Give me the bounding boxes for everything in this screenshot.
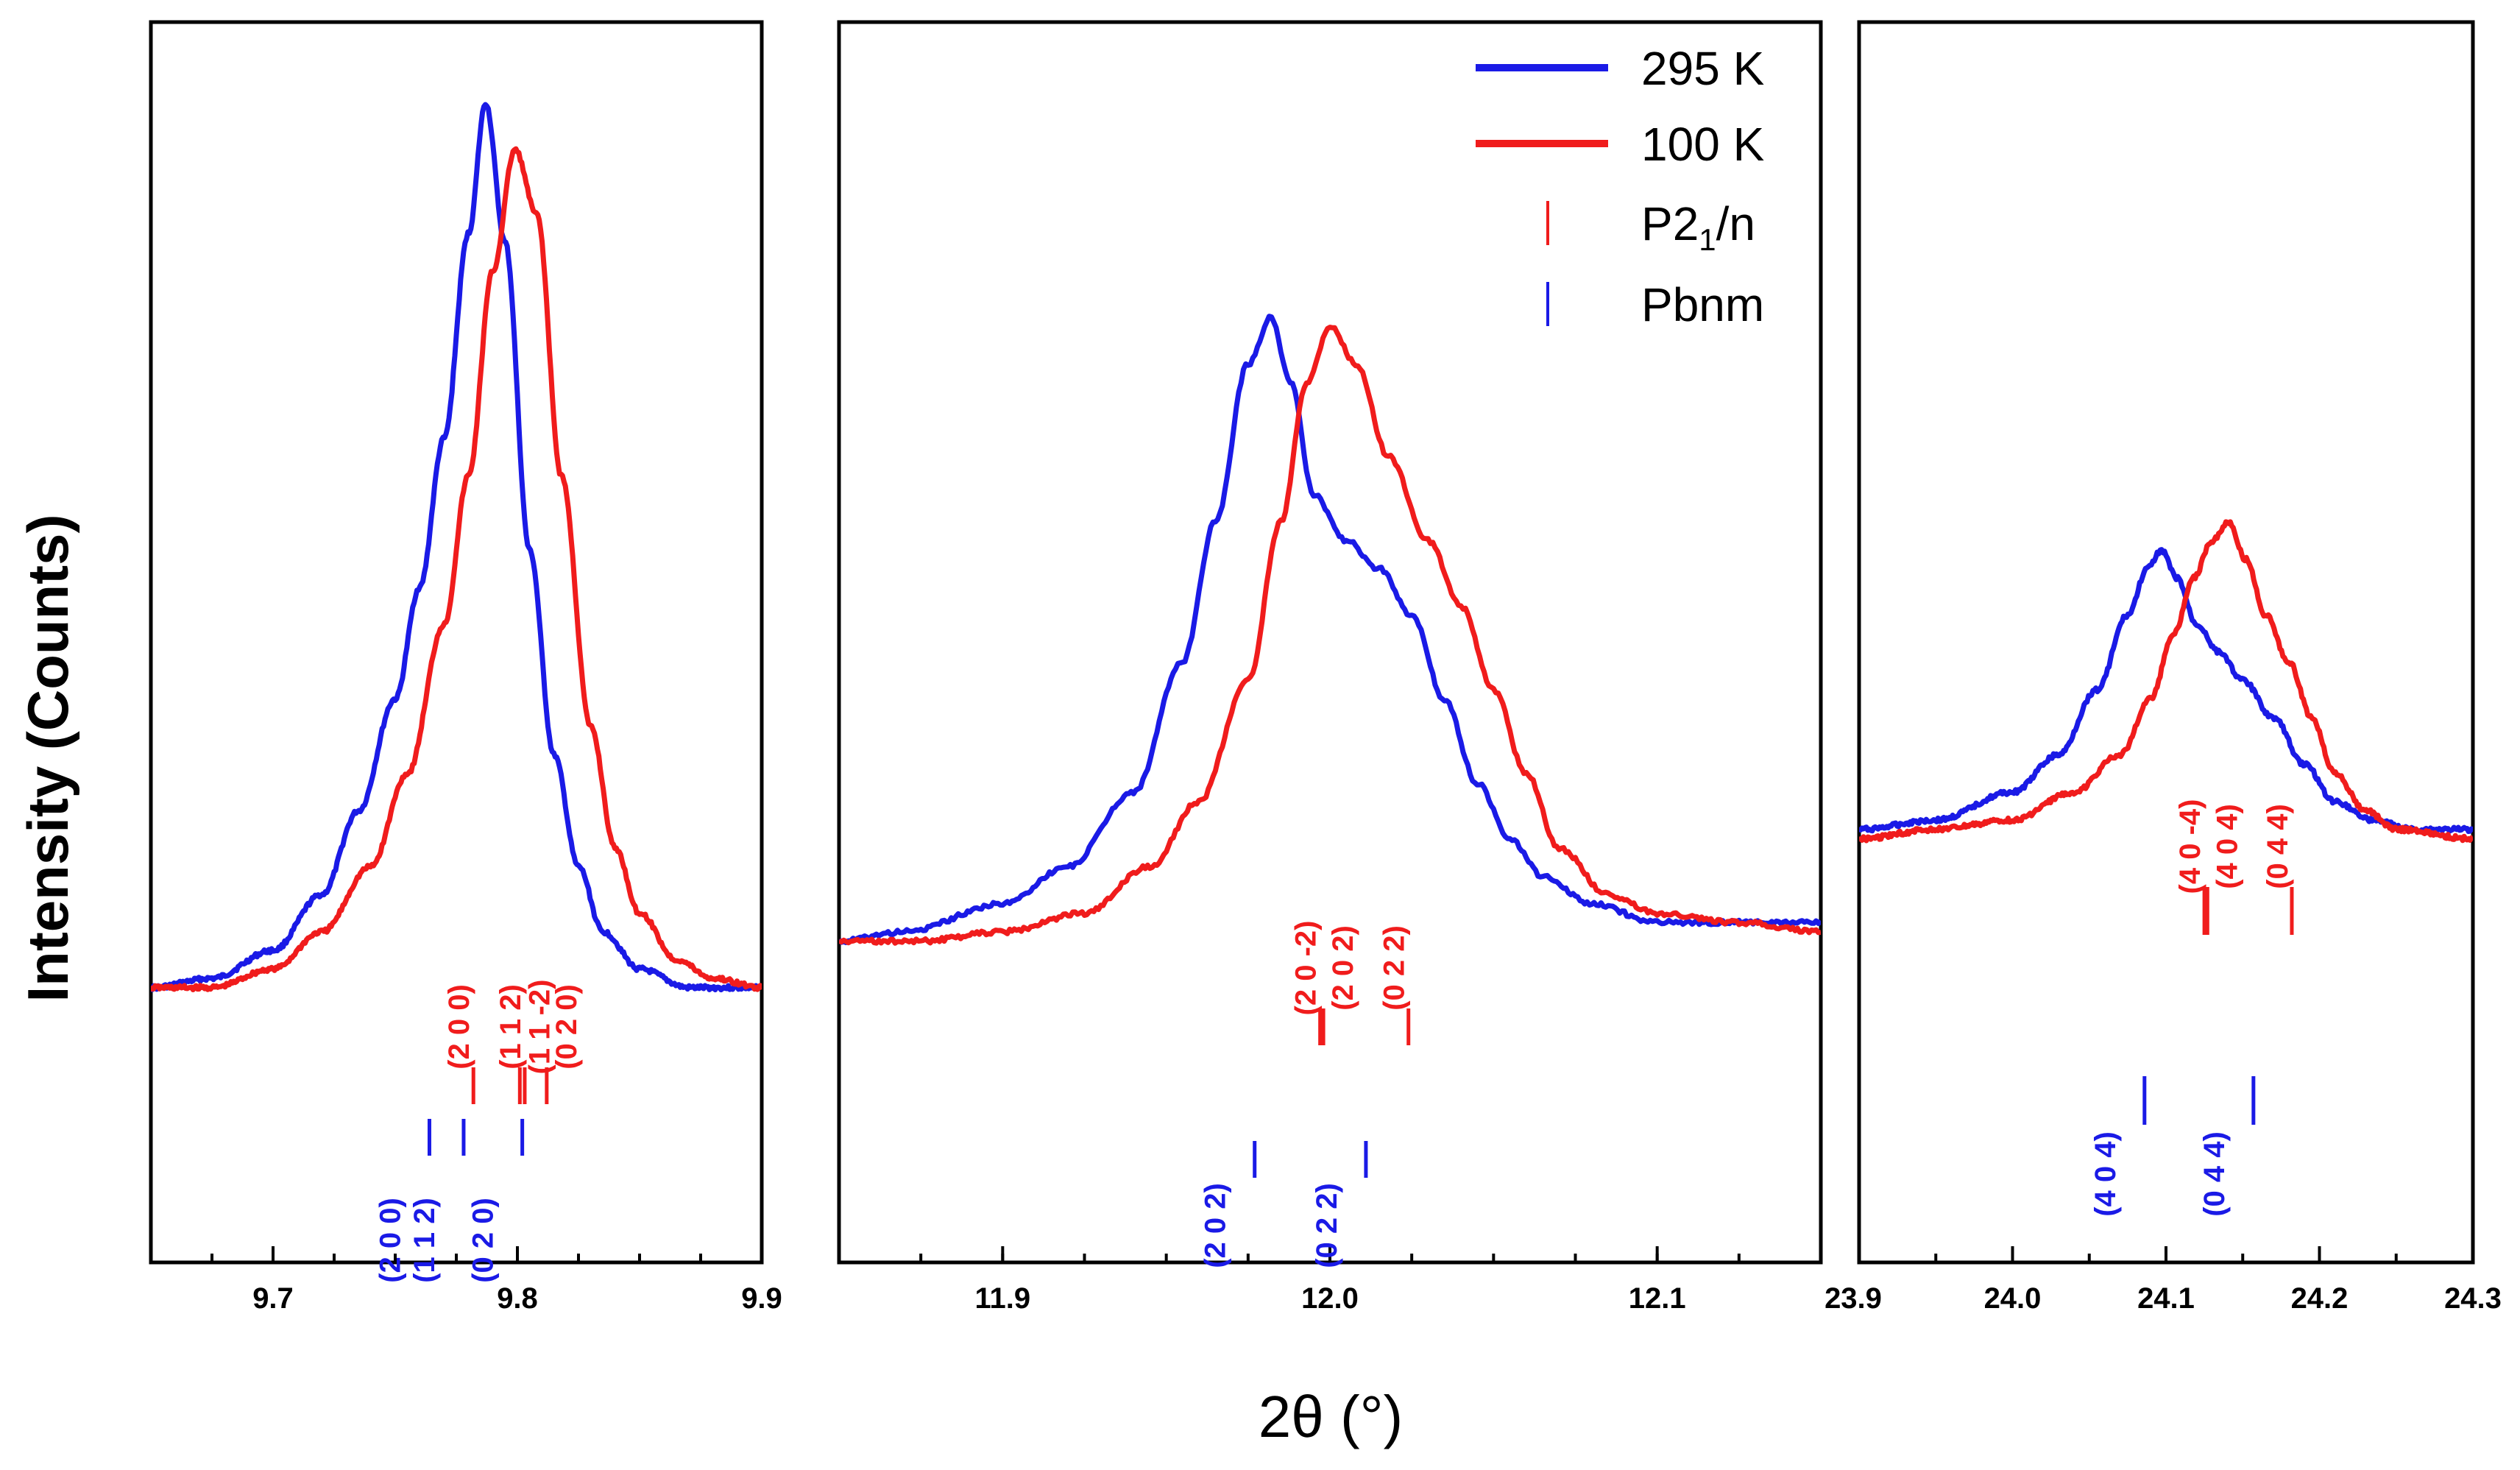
pbnm-reflection-label: (0 2 0) — [467, 1198, 500, 1283]
series-line-295-k — [1859, 547, 2473, 834]
p21n-reflection-label: (1 1 -2) — [523, 980, 556, 1075]
series-line-295-k — [839, 314, 1821, 945]
legend-label-suffix: /n — [1716, 197, 1755, 250]
x-tick-label: 24.0 — [1984, 1282, 2042, 1315]
legend-entry: 295 K — [1476, 42, 1764, 95]
series-line-295-k — [151, 102, 762, 993]
legend-label-main: P2 — [1641, 197, 1699, 250]
legend-label: 295 K — [1641, 42, 1764, 95]
p21n-reflection-label: (2 0 -2) — [1290, 921, 1323, 1016]
panel-frame — [149, 20, 764, 1265]
x-axis-label: 2θ (°) — [1259, 1384, 1403, 1449]
x-tick-label: 12.1 — [1629, 1282, 1686, 1315]
x-tick-label: 12.0 — [1301, 1282, 1359, 1315]
panel-2: 11.9 12.0 12.1(2 0 -2) (2 0 2) (0 2 2)(2 0 2… — [837, 20, 1823, 1315]
panel-3: 24.0 24.1 24.2 24.323.9(4 0 -4) (4 0 4) (0 4 … — [1824, 20, 2502, 1315]
series-line-100-k — [1859, 519, 2473, 844]
y-axis-label: Intensity (Counts) — [15, 515, 80, 1003]
legend-label: 100 K — [1641, 118, 1764, 171]
p21n-reflection-label: (0 4 4) — [2262, 804, 2294, 889]
x-tick-label: 11.9 — [975, 1282, 1031, 1315]
p21n-reflection-label: (1 1 2) — [495, 984, 527, 1070]
p21n-reflection-label: (0 2 0) — [551, 984, 583, 1070]
x-tick-label: 24.1 — [2137, 1282, 2195, 1315]
p21n-reflection-label: (0 2 2) — [1378, 925, 1411, 1011]
x-tick-label: 9.7 — [252, 1282, 294, 1315]
legend-entry: Pbnm — [1546, 278, 1764, 331]
series-line-100-k — [839, 325, 1821, 946]
p21n-reflection-label: (2 0 0) — [443, 984, 475, 1070]
series-line-100-k — [151, 146, 762, 992]
legend-entry: P21/n — [1546, 197, 1755, 257]
pbnm-reflection-label: (2 0 2) — [1200, 1183, 1232, 1268]
x-tick-label: 9.8 — [497, 1282, 538, 1315]
pbnm-reflection-label: (4 0 4) — [2089, 1131, 2122, 1217]
pbnm-reflection-label: (1 1 2) — [408, 1198, 441, 1283]
series-group — [1859, 519, 2473, 844]
x-tick-label: 9.9 — [741, 1282, 782, 1315]
pbnm-reflection-label: (0 2 2) — [1311, 1183, 1343, 1268]
legend-label: Pbnm — [1641, 278, 1764, 331]
p21n-reflection-label: (4 0 4) — [2211, 804, 2243, 889]
x-tick-label: 24.3 — [2444, 1282, 2502, 1315]
series-group — [151, 102, 762, 993]
pbnm-reflection-label: (0 4 4) — [2198, 1131, 2231, 1217]
x-tick-label: 23.9 — [1824, 1282, 1882, 1315]
panel-1: 9.7 9.8 9.9(2 0 0) (1 1 -2)(1 1 2) (0 2 0)(2… — [149, 20, 782, 1315]
legend-entry: 100 K — [1476, 118, 1764, 171]
p21n-reflection-label: (2 0 2) — [1327, 925, 1359, 1011]
legend-label: P21/n — [1641, 197, 1755, 257]
p21n-reflection-label: (4 0 -4) — [2174, 799, 2206, 894]
x-tick-label: 24.2 — [2291, 1282, 2349, 1315]
legend-label-subscript: 1 — [1699, 222, 1716, 257]
series-group — [839, 314, 1821, 946]
pbnm-reflection-label: (2 0 0) — [374, 1198, 406, 1283]
